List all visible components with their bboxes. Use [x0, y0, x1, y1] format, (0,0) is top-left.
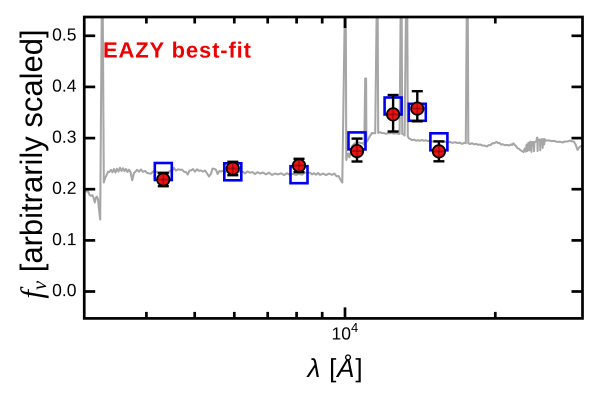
svg-text:EAZY best-fit: EAZY best-fit — [103, 38, 252, 63]
svg-text:0.3: 0.3 — [52, 127, 76, 147]
svg-text:fν [arbitrarily scaled]: fν [arbitrarily scaled] — [14, 29, 51, 298]
svg-text:0.1: 0.1 — [52, 229, 76, 249]
svg-text:λ [Å]: λ [Å] — [305, 353, 363, 383]
svg-text:0.5: 0.5 — [52, 24, 76, 44]
svg-text:0.2: 0.2 — [52, 178, 76, 198]
svg-text:0.0: 0.0 — [52, 280, 77, 300]
svg-text:0.4: 0.4 — [52, 76, 77, 96]
